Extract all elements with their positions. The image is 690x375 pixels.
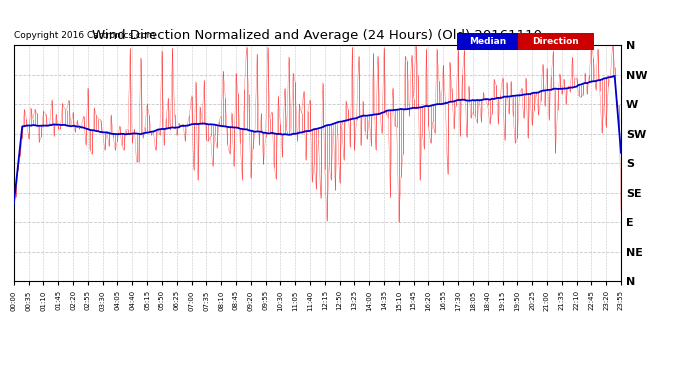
FancyBboxPatch shape <box>518 33 593 50</box>
Text: Copyright 2016 Cartronics.com: Copyright 2016 Cartronics.com <box>14 31 155 40</box>
Text: Median: Median <box>469 37 506 46</box>
Title: Wind Direction Normalized and Average (24 Hours) (Old) 20161110: Wind Direction Normalized and Average (2… <box>92 30 542 42</box>
FancyBboxPatch shape <box>457 33 518 50</box>
Text: Direction: Direction <box>533 37 579 46</box>
